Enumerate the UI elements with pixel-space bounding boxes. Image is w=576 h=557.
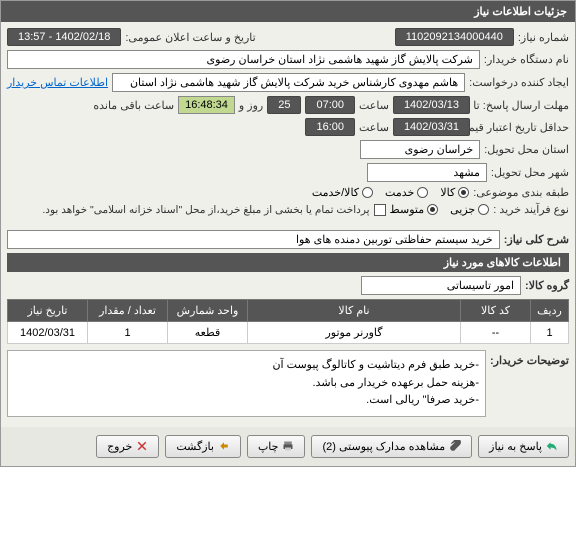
goods-table: ردیف کد کالا نام کالا واحد شمارش تعداد /…	[7, 299, 569, 344]
back-label: بازگشت	[176, 440, 214, 453]
radio-buy-small-label: جزیی	[450, 203, 475, 216]
buy-note: پرداخت تمام یا بخشی از مبلغ خرید،از محل …	[42, 204, 369, 216]
cell-name: گاورنر موتور	[248, 322, 461, 344]
validity-time: 16:00	[305, 118, 355, 136]
print-label: چاپ	[258, 440, 279, 453]
radio-goods-service-label: کالا/خدمت	[312, 186, 359, 199]
radio-buy-medium-label: متوسط	[390, 203, 425, 216]
treasury-checkbox[interactable]	[374, 204, 386, 216]
requester-value: هاشم مهدوی کارشناس خرید شرکت پالایش گاز …	[112, 73, 465, 92]
cell-code: --	[461, 322, 531, 344]
radio-dot-icon	[478, 204, 489, 215]
radio-service[interactable]: خدمت	[385, 186, 428, 199]
buy-type-radio-group: جزیی متوسط	[390, 203, 490, 216]
time-label-2: ساعت	[359, 121, 389, 134]
cell-qty: 1	[88, 322, 168, 344]
deadline-label: مهلت ارسال پاسخ: تا تاریخ:	[474, 99, 569, 112]
radio-goods-service[interactable]: کالا/خدمت	[312, 186, 373, 199]
back-button[interactable]: بازگشت	[165, 435, 241, 458]
th-row: ردیف	[531, 300, 569, 322]
th-unit: واحد شمارش	[168, 300, 248, 322]
radio-goods[interactable]: کالا	[440, 186, 469, 199]
attachments-label: مشاهده مدارک پیوستی (2)	[322, 440, 445, 453]
buyer-notes-box: -خرید طبق فرم دیتاشیت و کاتالوگ پیوست آن…	[7, 350, 486, 417]
buyer-notes-label: توضیحات خریدار:	[490, 350, 569, 367]
button-bar: پاسخ به نیاز مشاهده مدارک پیوستی (2) چاپ…	[1, 427, 575, 466]
details-panel: جزئیات اطلاعات نیاز شماره نیاز: 11020921…	[0, 0, 576, 467]
panel-title: جزئیات اطلاعات نیاز	[1, 1, 575, 22]
province-value: خراسان رضوی	[360, 140, 480, 159]
validity-date: 1402/03/31	[393, 118, 470, 136]
exit-button[interactable]: خروج	[96, 435, 159, 458]
attachments-button[interactable]: مشاهده مدارک پیوستی (2)	[311, 435, 472, 458]
cell-unit: قطعه	[168, 322, 248, 344]
need-no-label: شماره نیاز:	[518, 31, 569, 44]
th-name: نام کالا	[248, 300, 461, 322]
th-code: کد کالا	[461, 300, 531, 322]
th-date: تاریخ نیاز	[8, 300, 88, 322]
deadline-time: 07:00	[305, 96, 355, 114]
need-no-value: 1102092134000440	[395, 28, 514, 46]
announce-value: 1402/02/18 - 13:57	[7, 28, 121, 46]
remaining-time: 16:48:34	[178, 96, 235, 114]
need-desc-value: خرید سیستم حفاظتی توربین دمنده های هوا	[7, 230, 500, 249]
goods-group-value: امور تاسیساتی	[361, 276, 521, 295]
city-label: شهر محل تحویل:	[491, 166, 569, 179]
radio-goods-label: کالا	[440, 186, 455, 199]
radio-buy-medium[interactable]: متوسط	[390, 203, 439, 216]
form-body: شماره نیاز: 1102092134000440 تاریخ و ساع…	[1, 22, 575, 427]
radio-dot-icon	[458, 187, 469, 198]
radio-service-label: خدمت	[385, 186, 414, 199]
table-row[interactable]: 1 -- گاورنر موتور قطعه 1 1402/03/31	[8, 322, 569, 344]
respond-label: پاسخ به نیاز	[489, 440, 542, 453]
cell-date: 1402/03/31	[8, 322, 88, 344]
exit-icon	[136, 440, 148, 452]
need-desc-label: شرح کلی نیاز:	[504, 233, 569, 246]
contact-link[interactable]: اطلاعات تماس خریدار	[7, 76, 108, 89]
category-radio-group: کالا خدمت کالا/خدمت	[312, 186, 469, 199]
radio-dot-icon	[417, 187, 428, 198]
print-icon	[282, 440, 294, 452]
validity-label: حداقل تاریخ اعتبار قیمت: تا تاریخ:	[474, 121, 569, 134]
deadline-date: 1402/03/13	[393, 96, 470, 114]
respond-button[interactable]: پاسخ به نیاز	[478, 435, 569, 458]
days-and-label: روز و	[239, 99, 263, 112]
time-label-1: ساعت	[359, 99, 389, 112]
buyer-org-label: نام دستگاه خریدار:	[484, 53, 569, 66]
goods-group-label: گروه کالا:	[525, 279, 569, 292]
attachment-icon	[449, 440, 461, 452]
category-label: طبقه بندی موضوعی:	[473, 186, 569, 199]
announce-label: تاریخ و ساعت اعلان عمومی:	[125, 31, 255, 44]
back-icon	[218, 440, 230, 452]
buy-type-label: نوع فرآیند خرید :	[493, 203, 569, 216]
radio-buy-small[interactable]: جزیی	[450, 203, 489, 216]
radio-dot-icon	[427, 204, 438, 215]
province-label: استان محل تحویل:	[484, 143, 569, 156]
buyer-note-line: -خرید طبق فرم دیتاشیت و کاتالوگ پیوست آن	[14, 357, 479, 375]
buyer-note-line: -هزینه حمل برعهده خریدار می باشد.	[14, 375, 479, 393]
remaining-label: ساعت باقی مانده	[93, 99, 174, 112]
exit-label: خروج	[107, 440, 132, 453]
days-count: 25	[267, 96, 301, 114]
buyer-note-line: -خرید صرفا" ریالی است.	[14, 392, 479, 410]
cell-row: 1	[531, 322, 569, 344]
reply-icon	[546, 440, 558, 452]
radio-dot-icon	[362, 187, 373, 198]
goods-section-title: اطلاعات کالاهای مورد نیاز	[7, 253, 569, 272]
buyer-org-value: شرکت پالایش گاز شهید هاشمی نژاد استان خر…	[7, 50, 480, 69]
print-button[interactable]: چاپ	[247, 435, 306, 458]
th-qty: تعداد / مقدار	[88, 300, 168, 322]
requester-label: ایجاد کننده درخواست:	[469, 76, 569, 89]
city-value: مشهد	[367, 163, 487, 182]
